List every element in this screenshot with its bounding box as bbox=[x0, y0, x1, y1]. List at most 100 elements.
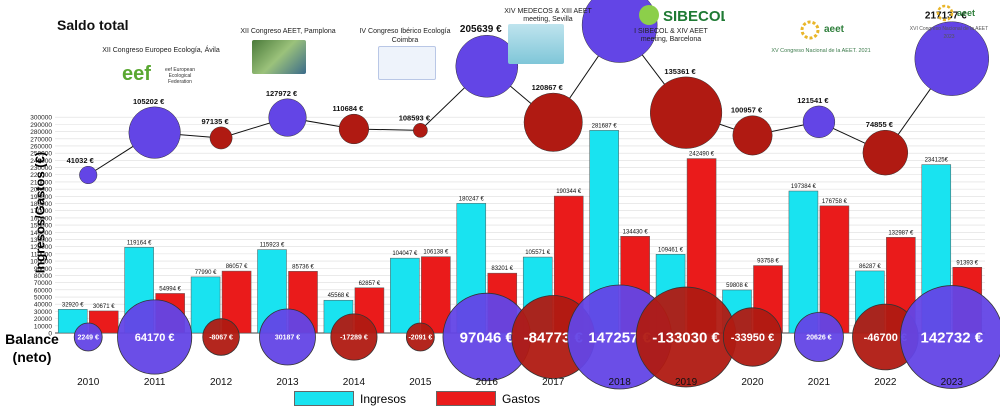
y-tick-label: 250000 bbox=[30, 151, 52, 158]
bar-gastos bbox=[221, 270, 252, 334]
y-tick-label: 190000 bbox=[30, 194, 52, 201]
bar-label-gastos: 190344 € bbox=[556, 189, 582, 195]
bar-label-ingresos: 45568 € bbox=[328, 293, 350, 299]
y-tick-label: 0 bbox=[48, 331, 52, 338]
x-tick-label: 2011 bbox=[144, 377, 166, 388]
saldo-total-label: 121541 € bbox=[797, 96, 829, 105]
y-tick-label: 300000 bbox=[30, 115, 52, 122]
x-tick-label: 2020 bbox=[741, 377, 764, 388]
y-tick-label: 260000 bbox=[30, 143, 52, 150]
saldo-total-point bbox=[268, 98, 307, 137]
bar-label-ingresos: 115923 € bbox=[260, 243, 285, 249]
bar-label-ingresos: 109461 € bbox=[658, 247, 684, 253]
y-tick-label: 10000 bbox=[34, 323, 52, 330]
y-tick-label: 60000 bbox=[34, 287, 52, 294]
x-tick-label: 2017 bbox=[542, 377, 565, 388]
saldo-total-point bbox=[914, 21, 989, 96]
event-2018-label-2: meeting, Barcelona bbox=[640, 36, 702, 43]
aeet-2023-logo: aeet bbox=[935, 3, 985, 23]
balance-bubble bbox=[202, 318, 240, 356]
y-axis-label: Ingresos/Gastos (€) bbox=[32, 151, 48, 274]
bar-label-ingresos: 197384 € bbox=[791, 184, 817, 190]
y-tick-label: 290000 bbox=[30, 122, 52, 129]
balance-label-line2: (neto) bbox=[12, 349, 52, 365]
x-tick-label: 2021 bbox=[808, 377, 831, 388]
y-tick-label: 20000 bbox=[34, 316, 52, 323]
y-tick-label: 140000 bbox=[30, 230, 52, 237]
bar-label-gastos: 62857 € bbox=[359, 281, 381, 287]
bar-label-gastos: 85736 € bbox=[292, 264, 314, 270]
saldo-total-label: 120867 € bbox=[532, 83, 564, 92]
sun-icon: aeet bbox=[800, 20, 845, 40]
bar-label-ingresos: 77990 € bbox=[195, 270, 217, 276]
legend: Ingresos Gastos bbox=[294, 391, 540, 406]
saldo-total-point bbox=[523, 92, 583, 152]
sibecol-logo: SIBECOL bbox=[637, 4, 730, 26]
y-tick-label: 80000 bbox=[34, 273, 52, 280]
y-tick-label: 200000 bbox=[30, 187, 52, 194]
x-tick-label: 2012 bbox=[210, 377, 233, 388]
balance-label-value: -2091 € bbox=[408, 334, 432, 341]
svg-text:eef: eef bbox=[122, 63, 151, 85]
balance-bubble bbox=[722, 307, 783, 367]
saldo-total-point bbox=[732, 115, 773, 156]
legend-swatch-ingresos bbox=[294, 391, 354, 406]
balance-label-value: 64170 € bbox=[135, 332, 175, 344]
bar-ingresos bbox=[788, 190, 819, 334]
y-tick-label: 230000 bbox=[30, 165, 52, 172]
x-tick-label: 2016 bbox=[476, 377, 499, 388]
bar-gastos bbox=[421, 256, 451, 334]
balance-bubble bbox=[73, 322, 103, 352]
saldo-total-label: 110684 € bbox=[332, 104, 364, 113]
eef-logo: eef bbox=[122, 60, 188, 86]
bar-label-ingresos: 32920 € bbox=[62, 302, 84, 308]
balance-label-value: 97046 € bbox=[460, 329, 515, 346]
event-2013-label: XII Congreso AEET, Pamplona bbox=[240, 28, 336, 35]
eef-logo-text: eef European Ecological Federation bbox=[164, 67, 196, 85]
balance-label-value: 2249 € bbox=[78, 334, 100, 341]
saldo-total-label: 74855 € bbox=[866, 120, 894, 129]
y-tick-label: 30000 bbox=[34, 309, 52, 316]
bar-label-gastos: 86057 € bbox=[226, 264, 248, 270]
saldo-total-label: 105202 € bbox=[133, 97, 165, 106]
iberico-poster bbox=[378, 46, 436, 80]
balance-bubble bbox=[259, 308, 316, 366]
balance-label-value: 30187 € bbox=[275, 334, 300, 341]
leaf-icon: eef bbox=[122, 63, 151, 85]
balance-label-value: -8067 € bbox=[209, 334, 233, 341]
saldo-total-point bbox=[79, 165, 98, 185]
y-tick-label: 160000 bbox=[30, 215, 52, 222]
event-2017-label-1: XIV MEDECOS & XIII AEET bbox=[504, 8, 592, 15]
y-tick-label: 240000 bbox=[30, 158, 52, 165]
saldo-total-point bbox=[128, 106, 181, 159]
bar-label-gastos: 242490 € bbox=[689, 152, 715, 158]
balance-bubble bbox=[794, 312, 844, 362]
medecos-poster bbox=[508, 24, 564, 64]
event-2023-label: XVI Congreso Nacional de la AEET 2023 bbox=[909, 26, 989, 40]
x-tick-label: 2022 bbox=[874, 377, 897, 388]
event-2011-label: XII Congreso Europeo Ecología, Ávila bbox=[102, 47, 220, 54]
balance-label-value: 147257 € bbox=[588, 329, 651, 346]
event-2015-label-2: Coimbra bbox=[391, 37, 419, 44]
bar-ingresos bbox=[390, 257, 420, 334]
y-tick-label: 110000 bbox=[31, 251, 53, 258]
saldo-total-label: 135361 € bbox=[664, 67, 696, 76]
x-tick-label: 2023 bbox=[941, 377, 964, 388]
saldo-total-point bbox=[650, 76, 723, 149]
sibecol-logo-text: SIBECOL bbox=[663, 8, 725, 25]
balance-bubble bbox=[899, 285, 1000, 389]
event-2018-label-1: I SIBECOL & XIV AEET bbox=[634, 28, 708, 35]
y-tick-label: 40000 bbox=[34, 302, 52, 309]
saldo-total-point bbox=[209, 126, 233, 150]
x-tick-label: 2015 bbox=[409, 377, 432, 388]
saldo-total-label: 127972 € bbox=[266, 89, 298, 98]
bar-label-gastos: 134430 € bbox=[623, 229, 649, 235]
y-tick-label: 220000 bbox=[30, 172, 52, 179]
balance-label-value: -17289 € bbox=[340, 334, 368, 341]
event-2015-label-1: IV Congreso Ibérico Ecología bbox=[359, 28, 451, 35]
balance-label-value: -33950 € bbox=[731, 332, 774, 344]
bar-label-ingresos: 281687 € bbox=[592, 123, 618, 129]
legend-swatch-gastos bbox=[436, 391, 497, 406]
saldo-total-point bbox=[412, 123, 428, 138]
bar-label-gastos: 30671 € bbox=[93, 304, 115, 310]
